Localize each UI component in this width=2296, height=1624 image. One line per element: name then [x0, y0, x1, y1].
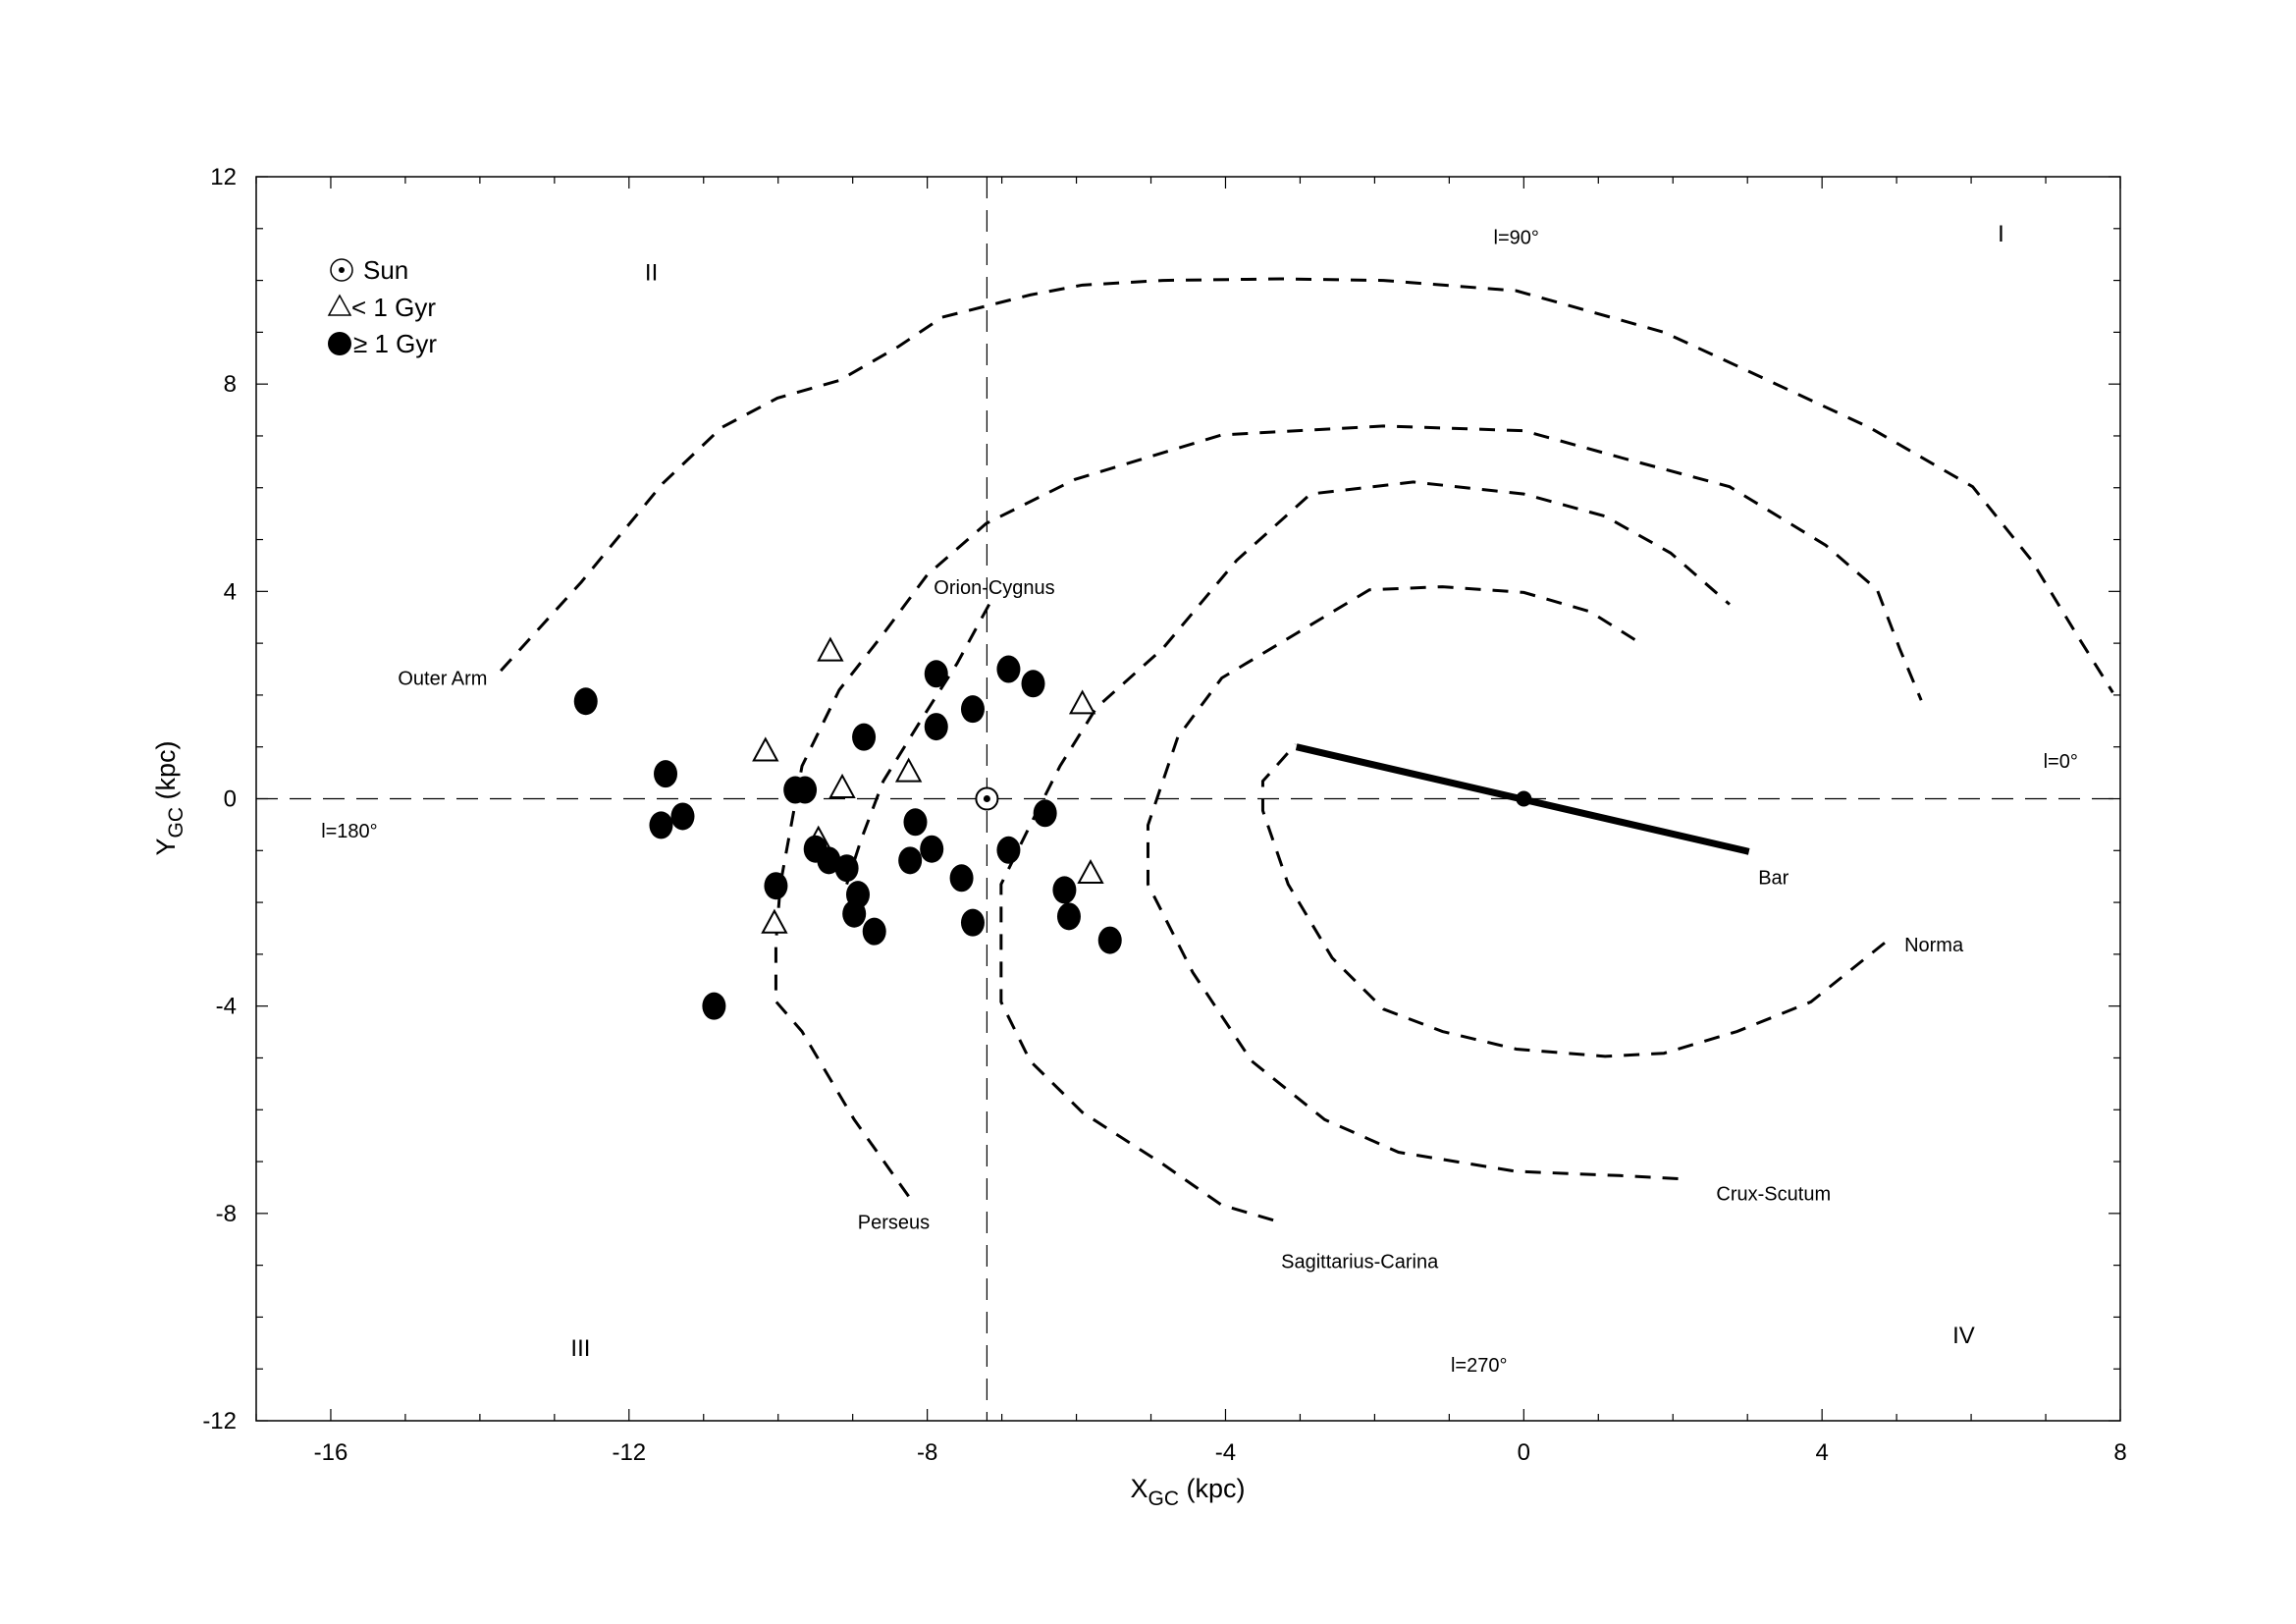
old-cluster-point: [960, 695, 985, 724]
x-tick-label: -12: [612, 1439, 646, 1466]
longitude-label: l=0°: [2044, 751, 2078, 773]
reference-lines: [256, 177, 2120, 1421]
old-cluster-point: [898, 846, 923, 875]
x-tick-label: 0: [1518, 1439, 1530, 1466]
arm-label-outer-arm: Outer Arm: [398, 668, 487, 689]
y-axis-label: YGC (kpc): [151, 740, 187, 855]
x-axis-label: XGC (kpc): [1130, 1474, 1245, 1510]
y-axis-label-sub: GC: [165, 807, 187, 839]
longitude-label: l=180°: [321, 821, 378, 842]
arm-outer-arm: [500, 277, 2114, 694]
old-cluster-point: [842, 899, 867, 928]
old-cluster-point: [924, 713, 948, 741]
old-cluster-point: [949, 864, 974, 893]
x-tick-label: 4: [1815, 1439, 1828, 1466]
arm-label-sagittarius-carina: Sagittarius-Carina: [1281, 1251, 1439, 1272]
y-tick-label: -8: [216, 1201, 237, 1227]
arm-orion-cygnus: [845, 603, 991, 886]
young-cluster-point: [817, 636, 844, 662]
sun-dot: [983, 795, 990, 802]
young-cluster-point: [894, 757, 923, 783]
bar-label: Bar: [1758, 868, 1789, 890]
spiral-arms: Outer Arm Perseus Orion-Cygnus Sagittarius-…: [398, 277, 2114, 1272]
old-cluster-point: [1033, 799, 1057, 828]
old-cluster-point: [834, 854, 859, 883]
y-tick-label: 4: [224, 578, 237, 605]
sun-marker: [975, 786, 999, 811]
legend-triangle-icon: [327, 294, 352, 316]
legend-young-label: < 1 Gyr: [351, 293, 436, 322]
young-cluster-point: [1068, 689, 1096, 715]
old-cluster-point: [1052, 876, 1077, 904]
old-cluster-point: [862, 917, 886, 946]
quadrant-label: IV: [1952, 1323, 1975, 1349]
y-tick-label: 8: [224, 371, 237, 398]
x-axis-label-unit: (kpc): [1179, 1474, 1246, 1503]
arm-label-norma: Norma: [1904, 935, 1964, 956]
quadrant-label: III: [570, 1335, 590, 1362]
old-cluster-point: [573, 687, 598, 716]
arm-crux-scutum: [1146, 585, 1679, 1180]
legend-sun-label: Sun: [363, 255, 408, 285]
galactic-bar: Bar: [1295, 743, 1789, 890]
arm-label-orion-cygnus: Orion-Cygnus: [934, 577, 1054, 599]
arm-norma: [1260, 743, 1886, 1058]
old-cluster-point: [702, 992, 726, 1020]
longitude-label: l=90°: [1494, 228, 1539, 249]
longitude-label: l=270°: [1451, 1355, 1508, 1377]
old-cluster-point: [817, 846, 841, 875]
x-tick-label: 8: [2113, 1439, 2126, 1466]
old-cluster-point: [960, 908, 985, 937]
old-cluster-point: [920, 835, 944, 863]
old-cluster-point: [852, 723, 877, 751]
arm-label-crux-scutum: Crux-Scutum: [1716, 1184, 1831, 1206]
old-cluster-point: [903, 808, 928, 837]
old-cluster-point: [924, 660, 948, 688]
data-points: [573, 636, 1122, 1020]
y-tick-label: 12: [210, 164, 237, 190]
x-axis-label-main: X: [1130, 1474, 1148, 1503]
x-tick-label: -4: [1215, 1439, 1236, 1466]
legend-sun-icon: [330, 258, 353, 282]
young-cluster-point: [761, 908, 788, 934]
old-cluster-point: [996, 655, 1021, 683]
old-cluster-point: [649, 811, 673, 839]
old-cluster-point: [1021, 670, 1045, 698]
x-axis-label-sub: GC: [1148, 1488, 1180, 1510]
young-cluster-point: [1077, 858, 1104, 885]
legend-circle-icon: [328, 332, 351, 355]
quadrant-label: II: [645, 260, 658, 287]
old-cluster-point: [654, 760, 678, 788]
arm-label-perseus: Perseus: [858, 1213, 930, 1234]
x-tick-label: -8: [917, 1439, 937, 1466]
y-tick-label: -12: [202, 1408, 237, 1435]
axis-ticks: -16 -12 -8 -4 0 4 8 -12 -8 -4 0 4 8 12: [202, 164, 2126, 1466]
y-tick-label: -4: [216, 994, 237, 1020]
old-cluster-point: [670, 802, 695, 831]
old-cluster-point: [1056, 902, 1081, 931]
x-tick-label: -16: [314, 1439, 348, 1466]
old-cluster-point: [1097, 926, 1122, 954]
old-cluster-point: [793, 776, 818, 804]
quadrant-label: I: [1998, 221, 2004, 247]
y-tick-label: 0: [224, 786, 237, 813]
young-cluster-point: [828, 773, 856, 798]
arm-perseus: [774, 424, 1923, 1198]
old-cluster-point: [764, 872, 788, 900]
young-cluster-point: [752, 736, 779, 762]
y-axis-label-main: Y: [151, 838, 181, 855]
old-cluster-point: [996, 836, 1021, 864]
galactic-center-dot: [1516, 790, 1532, 807]
legend-old-label: ≥ 1 Gyr: [353, 329, 437, 358]
arm-sagittarius-carina: [999, 480, 1731, 1222]
legend: Sun < 1 Gyr ≥ 1 Gyr: [327, 255, 437, 358]
y-axis-label-unit: (kpc): [151, 740, 181, 807]
